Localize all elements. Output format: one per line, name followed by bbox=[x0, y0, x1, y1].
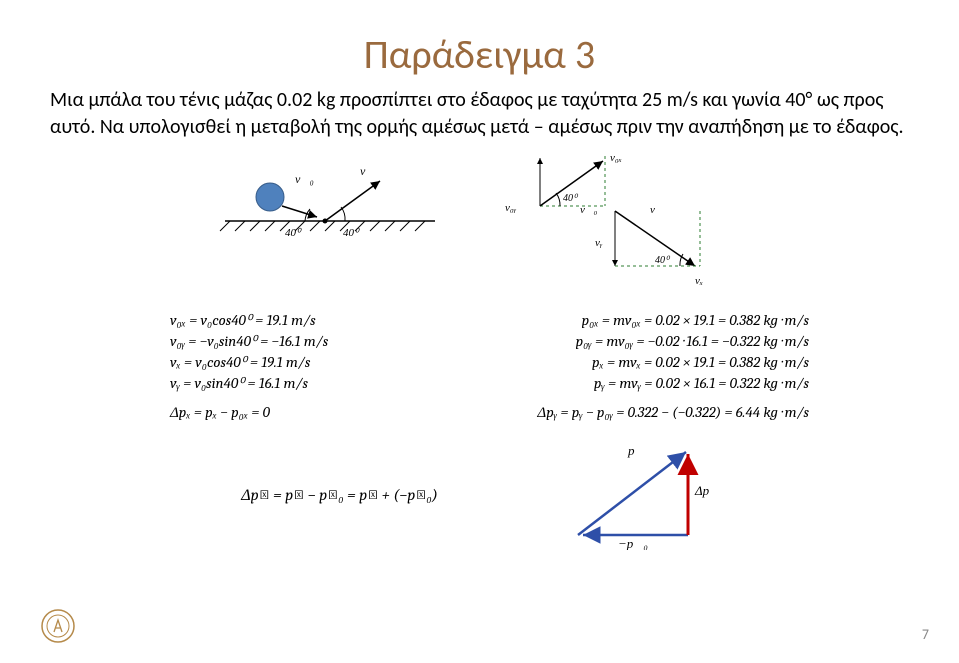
slide-title: Παράδειγμα 3 bbox=[50, 30, 909, 79]
v0-label: v⃗₀ bbox=[295, 172, 314, 186]
eq-v0x: v₀ₓ = v₀cos40⁰ = 19.1 m/s bbox=[170, 311, 316, 330]
tri-mp0-label: −p⃗₀ bbox=[618, 536, 648, 550]
diagram-row: 40⁰ 40⁰ v⃗₀ v⃗ 40⁰ v₀ₓ v₀ᵧ v⃗₀ 40⁰ v⃗ vᵧ… bbox=[50, 151, 909, 301]
vy-label: vᵧ bbox=[595, 237, 603, 249]
v0x-label: v₀ₓ bbox=[610, 152, 622, 164]
eq-dpx: Δpₓ = pₓ − p₀ₓ = 0 bbox=[170, 403, 270, 422]
institution-logo bbox=[40, 608, 76, 649]
eq-p0x: p₀ₓ = mv₀ₓ = 0.02 × 19.1 = 0.382 kg · m/… bbox=[582, 311, 809, 330]
angle-label-2: 40⁰ bbox=[343, 227, 360, 239]
eq-py: pᵧ = mvᵧ = 0.02 × 16.1 = 0.322 kg · m/s bbox=[594, 374, 809, 393]
v0y-label: v₀ᵧ bbox=[505, 202, 517, 214]
angle-bot: 40⁰ bbox=[655, 255, 671, 266]
v-label: v⃗ bbox=[360, 164, 375, 178]
v0-vec-label: v⃗₀ bbox=[580, 204, 597, 216]
eq-v0y: v₀ᵧ = −v₀sin40⁰ = −16.1 m/s bbox=[170, 332, 328, 351]
tri-dp-label: Δp⃗ bbox=[694, 483, 718, 498]
eq-p0y: p₀ᵧ = mv₀ᵧ = −0.02 · 16.1 = −0.322 kg · … bbox=[576, 332, 809, 351]
angle-top: 40⁰ bbox=[563, 193, 579, 204]
v-vec-label: v⃗ bbox=[650, 204, 663, 216]
tri-p-label: p⃗ bbox=[627, 443, 645, 458]
diagram-momentum-triangle: p⃗ Δp⃗ −p⃗₀ bbox=[558, 440, 718, 550]
problem-text: Μια μπάλα του τένις μάζας 0.02 kg προσπί… bbox=[50, 87, 909, 141]
eq-dp-vec: Δp⃗ = p⃗ − p⃗₀ = p⃗ + (−p⃗₀) bbox=[241, 486, 438, 505]
eq-vy: vᵧ = v₀sin40⁰ = 16.1 m/s bbox=[170, 374, 308, 393]
eq-vx: vₓ = v₀cos40⁰ = 19.1 m/s bbox=[170, 353, 310, 372]
page-number: 7 bbox=[922, 626, 929, 643]
eq-dpy: Δpᵧ = pᵧ − p₀ᵧ = 0.322 − (−0.322) = 6.44… bbox=[537, 403, 809, 422]
diagram-components: 40⁰ v₀ₓ v₀ᵧ v⃗₀ 40⁰ v⃗ vᵧ vₓ bbox=[485, 151, 745, 301]
eq-px: pₓ = mvₓ = 0.02 × 19.1 = 0.382 kg · m/s bbox=[592, 353, 809, 372]
diagram-bounce: 40⁰ 40⁰ v⃗₀ v⃗ bbox=[215, 151, 445, 246]
angle-label-1: 40⁰ bbox=[285, 227, 302, 239]
vx-label: vₓ bbox=[695, 275, 703, 287]
